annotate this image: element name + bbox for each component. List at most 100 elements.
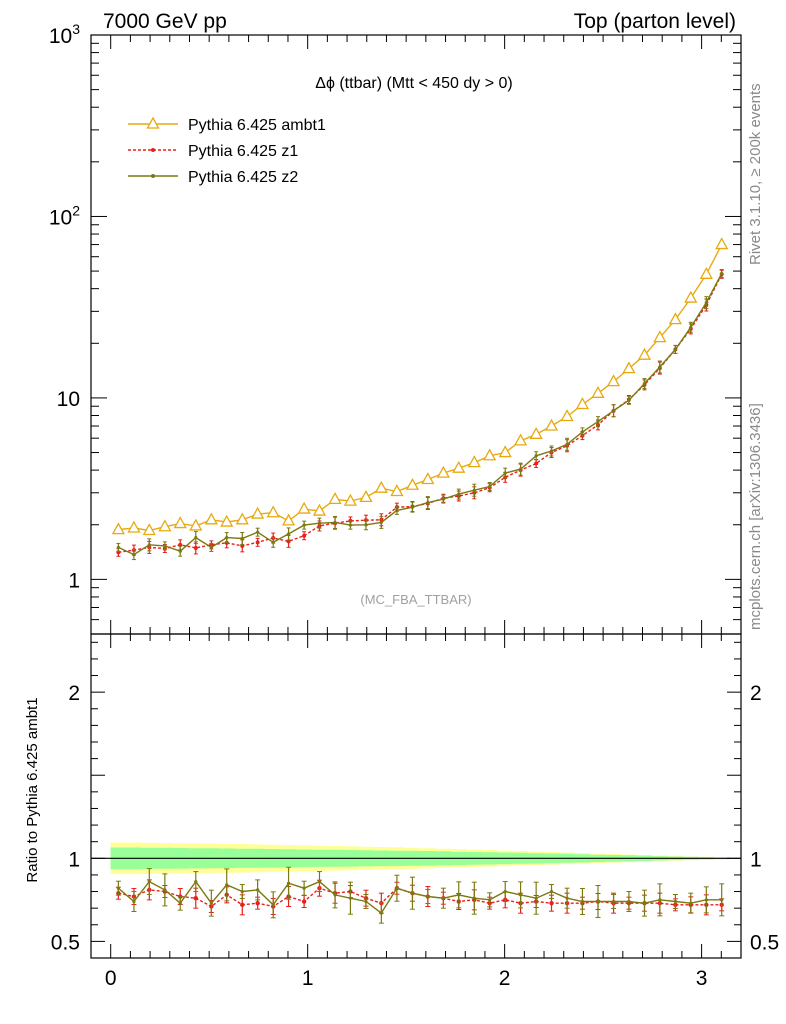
y-tick-exponent: 2	[72, 202, 80, 218]
data-point	[364, 523, 368, 527]
y-tick-base: 10	[49, 25, 72, 48]
ratio-data-point	[302, 886, 306, 890]
ratio-frame	[90, 633, 742, 959]
ratio-data-point	[147, 879, 151, 884]
ratio-data-point	[271, 903, 275, 907]
y-tick-exponent: 3	[72, 21, 80, 37]
data-point	[271, 540, 275, 544]
data-point	[178, 549, 182, 553]
legend: Pythia 6.425 ambt1 Pythia 6.425 z1 Pythia …	[128, 116, 326, 186]
ratio-data-point	[240, 902, 245, 908]
ratio-series-line	[117, 880, 722, 915]
ratio-data-point	[627, 899, 631, 904]
data-point	[256, 530, 260, 534]
rivet-label: Rivet 3.1.10, ≥ 200k events	[747, 83, 764, 265]
ratio-data-point	[689, 901, 693, 905]
data-point	[637, 347, 652, 360]
ratio-data-point	[611, 899, 616, 904]
data-point	[668, 312, 683, 325]
data-point	[297, 501, 311, 514]
ratio-data-point	[596, 899, 600, 904]
data-point	[452, 460, 466, 473]
data-point	[189, 518, 203, 531]
ratio-data-point	[410, 891, 415, 895]
x-tick-label: 3	[696, 967, 708, 990]
data-point	[622, 361, 636, 374]
data-point	[204, 512, 218, 525]
ratio-data-point	[240, 889, 244, 894]
ratio-data-point	[286, 881, 291, 885]
data-point	[379, 520, 383, 525]
data-point	[111, 522, 125, 535]
data-point	[704, 301, 708, 305]
data-point	[513, 433, 528, 446]
ratio-data-point	[642, 901, 647, 905]
data-point	[488, 484, 492, 489]
data-point	[534, 461, 539, 466]
data-point	[158, 519, 172, 532]
ratio-data-point	[256, 888, 260, 892]
data-point	[193, 545, 198, 550]
y-tick-label: 1	[68, 569, 80, 592]
data-point	[317, 521, 322, 525]
data-point	[410, 505, 415, 509]
data-point	[251, 506, 265, 519]
data-point	[591, 385, 605, 398]
ratio-data-point	[673, 899, 678, 904]
data-point	[333, 520, 337, 525]
ratio-data-point	[194, 879, 198, 884]
legend-label: Pythia 6.425 z1	[188, 143, 298, 160]
data-point	[503, 471, 507, 475]
header-right: Top (parton level)	[574, 10, 736, 33]
ratio-data-point	[364, 899, 368, 904]
data-point	[472, 488, 476, 492]
ratio-data-point	[163, 888, 167, 892]
ratio-data-point	[457, 893, 461, 897]
data-point	[240, 536, 244, 541]
ratio-data-point	[255, 900, 260, 906]
data-point	[286, 532, 291, 536]
data-point	[235, 512, 249, 525]
data-point	[575, 397, 590, 410]
x-tick-label: 1	[302, 967, 314, 990]
data-point	[132, 552, 136, 557]
data-point	[359, 490, 373, 503]
data-point	[684, 290, 698, 303]
data-point	[116, 545, 120, 550]
data-point	[441, 497, 445, 501]
data-point	[673, 347, 678, 352]
data-point	[302, 533, 307, 538]
ratio-data-point	[503, 889, 507, 894]
ratio-data-point	[565, 896, 569, 900]
data-point	[127, 520, 141, 533]
data-point	[302, 523, 306, 527]
data-point	[483, 448, 497, 461]
ratio-data-point	[193, 895, 198, 901]
data-point	[596, 420, 600, 424]
ratio-data-point	[488, 898, 492, 902]
data-point	[720, 271, 724, 276]
data-point	[565, 442, 569, 446]
data-point	[348, 523, 353, 527]
ratio-y-tick-label-right: 1	[750, 848, 762, 871]
ratio-data-point	[116, 886, 120, 890]
data-point	[312, 503, 327, 516]
data-point	[220, 514, 234, 527]
ratio-data-point	[472, 896, 476, 900]
ratio-y-tick-label-left: 2	[68, 682, 80, 705]
ratio-data-point	[549, 889, 554, 894]
mcplots-label: mcplots.cern.ch [arXiv:1306.3436]	[747, 403, 764, 630]
data-point	[343, 493, 358, 506]
ratio-data-point	[658, 898, 662, 902]
data-point	[405, 477, 420, 490]
data-point	[611, 409, 616, 413]
ratio-panel: 0 1 2 3 0.5 0.5 1 1 2 2	[51, 633, 779, 990]
data-point	[658, 365, 662, 369]
ratio-data-point	[379, 911, 383, 915]
ratio-data-point	[534, 896, 538, 900]
data-point	[642, 381, 647, 386]
ratio-y-tick-label-left: 1	[68, 848, 80, 871]
series-line	[118, 244, 723, 532]
legend-marker	[151, 174, 155, 178]
